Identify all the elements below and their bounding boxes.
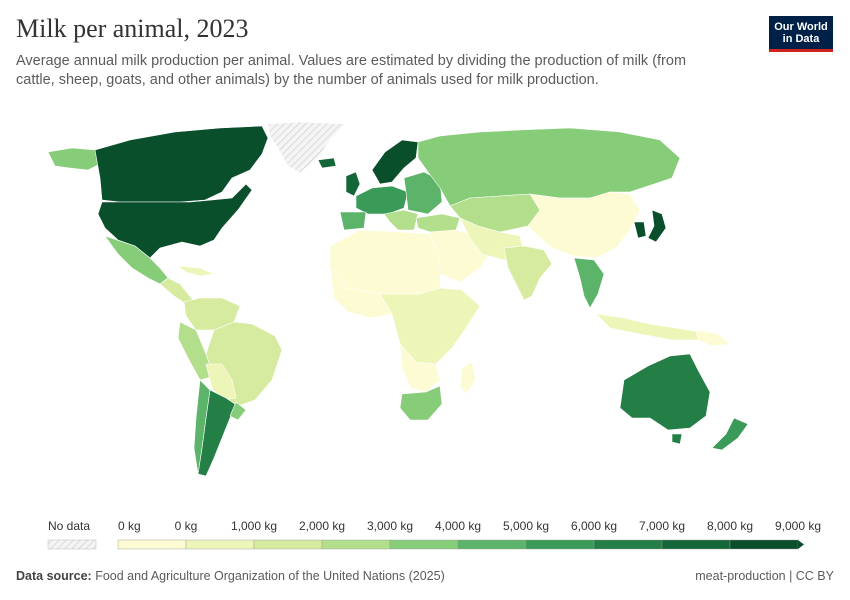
legend-bin-2[interactable] [253, 539, 323, 550]
legend-label-10: 9,000 kg [775, 519, 821, 533]
source-label: Data source: [16, 569, 92, 583]
country-uk[interactable] [345, 171, 361, 197]
country-turkey[interactable] [415, 213, 461, 233]
country-alaska[interactable] [47, 147, 101, 171]
country-chile[interactable] [193, 379, 211, 475]
legend-bin-7[interactable] [593, 539, 663, 550]
country-western-europe[interactable] [355, 185, 409, 215]
legend-arrow-tip [798, 540, 804, 549]
legend-label-2: 1,000 kg [231, 519, 277, 533]
footer-source: Data source: Food and Agriculture Organi… [16, 569, 445, 583]
country-papua-new-guinea[interactable] [695, 329, 731, 347]
legend-label-6: 5,000 kg [503, 519, 549, 533]
legend-bin-1[interactable] [185, 539, 255, 550]
legend-bins [117, 539, 804, 550]
legend-label-7: 6,000 kg [571, 519, 617, 533]
chart-title: Milk per animal, 2023 [16, 14, 249, 43]
legend-label-3: 2,000 kg [299, 519, 345, 533]
countries-layer [47, 121, 749, 477]
country-eastern-europe[interactable] [403, 171, 443, 215]
country-peru[interactable] [177, 321, 215, 381]
legend-bin-0[interactable] [117, 539, 187, 550]
country-usa[interactable] [97, 183, 253, 259]
country-new-zealand[interactable] [711, 417, 749, 451]
country-japan[interactable] [647, 209, 667, 243]
legend-bin-9[interactable] [729, 539, 799, 550]
country-southern-europe[interactable] [383, 209, 419, 231]
country-west-africa[interactable] [329, 266, 393, 319]
country-scandinavia[interactable] [371, 139, 419, 185]
country-tasmania[interactable] [671, 433, 683, 445]
legend-bin-6[interactable] [525, 539, 595, 550]
country-central-america[interactable] [159, 277, 197, 305]
country-madagascar[interactable] [459, 361, 477, 395]
legend-label-1: 0 kg [175, 519, 198, 533]
country-russia[interactable] [417, 127, 681, 207]
legend-bin-3[interactable] [321, 539, 391, 550]
country-north-africa[interactable] [329, 229, 441, 295]
legend-label-0: 0 kg [118, 519, 141, 533]
legend-nodata-swatch[interactable] [47, 539, 97, 550]
footer-license[interactable]: meat-production | CC BY [695, 569, 834, 583]
legend-bin-4[interactable] [389, 539, 459, 550]
country-bolivia-paraguay[interactable] [205, 363, 237, 401]
country-southern-africa[interactable] [399, 343, 441, 393]
country-south-africa[interactable] [399, 385, 443, 421]
country-canada[interactable] [94, 125, 269, 203]
country-indonesia[interactable] [595, 313, 703, 341]
world-map[interactable] [0, 118, 850, 508]
logo-text-line1: Our World [774, 21, 828, 33]
country-australia[interactable] [619, 353, 711, 431]
legend-label-9: 8,000 kg [707, 519, 753, 533]
legend-label-8: 7,000 kg [639, 519, 685, 533]
country-uruguay[interactable] [229, 401, 247, 421]
chart-subtitle: Average annual milk production per anima… [16, 53, 687, 88]
owid-logo[interactable]: Our World in Data [769, 16, 833, 52]
country-iberia[interactable] [339, 211, 367, 231]
country-china[interactable] [527, 191, 641, 259]
country-caribbean[interactable] [176, 265, 216, 277]
country-korea[interactable] [633, 221, 647, 239]
country-iceland[interactable] [317, 157, 337, 169]
legend-label-4: 3,000 kg [367, 519, 413, 533]
legend-labels: 0 kg 0 kg 1,000 kg 2,000 kg 3,000 kg 4,000 kg… [118, 519, 821, 533]
country-greenland[interactable] [267, 121, 346, 174]
legend-nodata-label: No data [48, 519, 90, 533]
legend-bin-5[interactable] [457, 539, 527, 550]
map-legend: No data 0 kg 0 kg 1,000 kg 2,000 kg 3,000 kg… [47, 519, 821, 550]
legend-bin-8[interactable] [661, 539, 731, 550]
country-india[interactable] [503, 245, 553, 301]
logo-text-line2: in Data [782, 33, 820, 45]
country-east-africa[interactable] [379, 287, 481, 365]
country-southeast-asia[interactable] [573, 257, 605, 309]
source-text[interactable]: Food and Agriculture Organization of the… [95, 569, 445, 583]
legend-label-5: 4,000 kg [435, 519, 481, 533]
